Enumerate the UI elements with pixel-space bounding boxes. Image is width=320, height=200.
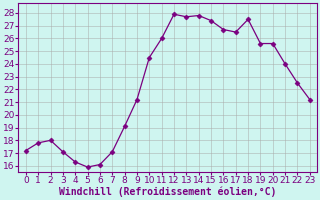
X-axis label: Windchill (Refroidissement éolien,°C): Windchill (Refroidissement éolien,°C): [59, 187, 276, 197]
